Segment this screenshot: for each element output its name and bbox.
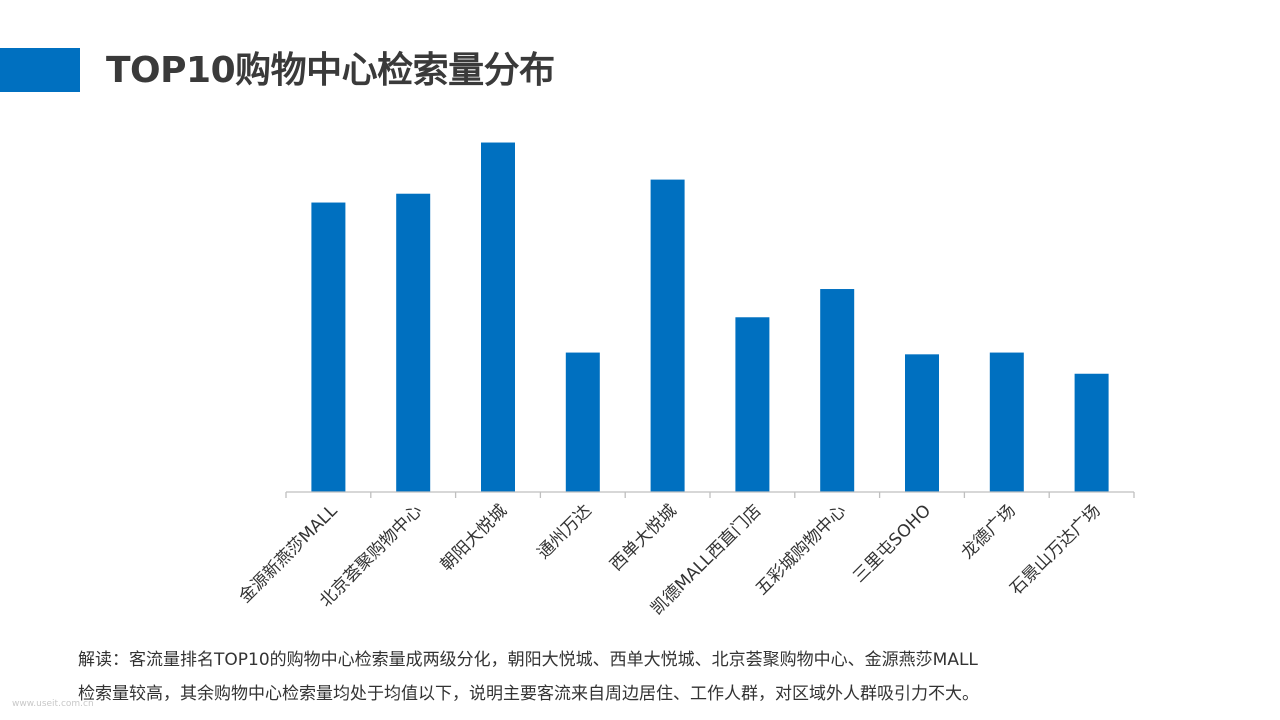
bar-3: [481, 142, 515, 492]
x-tick-label-7: 五彩城购物中心: [752, 501, 850, 599]
notes-line-1: 解读：客流量排名TOP10的购物中心检索量成两级分化，朝阳大悦城、西单大悦城、北…: [78, 650, 978, 670]
x-tick-label-4: 通州万达: [534, 501, 596, 563]
title-accent-bar: [0, 48, 80, 92]
notes-line-2: 检索量较高，其余购物中心检索量均处于均值以下，说明主要客流来自周边居住、工作人群…: [78, 684, 979, 704]
x-tick-label-9: 龙德广场: [958, 501, 1020, 563]
bar-series: [311, 142, 1109, 492]
x-axis-ticks: [285, 492, 1135, 498]
bar-2: [396, 193, 431, 492]
page-title: TOP10购物中心检索量分布: [106, 50, 555, 91]
watermark-text: www.useit.com.cn: [12, 699, 94, 709]
bar-7: [820, 289, 855, 492]
bar-10: [1074, 373, 1109, 492]
bar-1: [311, 202, 346, 492]
x-tick-label-8: 三里屯SOHO: [849, 501, 935, 587]
interpretation-notes: 解读：客流量排名TOP10的购物中心检索量成两级分化，朝阳大悦城、西单大悦城、北…: [78, 643, 1228, 711]
bar-8: [905, 354, 939, 492]
x-tick-label-5: 西单大悦城: [606, 501, 680, 575]
bar-4: [565, 352, 600, 492]
bar-6: [735, 317, 770, 492]
bar-9: [989, 352, 1024, 492]
x-tick-label-3: 朝阳大悦城: [437, 501, 511, 575]
bar-5: [650, 179, 685, 492]
x-tick-label-10: 石景山万达广场: [1006, 501, 1104, 599]
